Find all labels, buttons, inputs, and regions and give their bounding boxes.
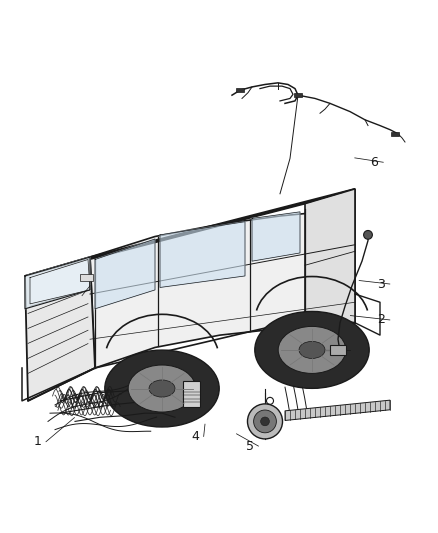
Polygon shape xyxy=(252,212,300,261)
Ellipse shape xyxy=(149,380,175,397)
Text: 3: 3 xyxy=(377,278,385,290)
Polygon shape xyxy=(285,400,390,421)
Ellipse shape xyxy=(299,341,325,359)
Polygon shape xyxy=(30,260,90,304)
Bar xyxy=(330,345,346,355)
Ellipse shape xyxy=(278,326,346,374)
Polygon shape xyxy=(90,189,355,368)
Bar xyxy=(80,274,93,281)
Polygon shape xyxy=(95,239,155,309)
Bar xyxy=(392,132,399,136)
Bar xyxy=(237,88,244,92)
Bar xyxy=(294,93,301,98)
Polygon shape xyxy=(25,257,90,309)
Ellipse shape xyxy=(255,311,369,389)
Text: 1: 1 xyxy=(33,435,41,448)
Circle shape xyxy=(364,230,372,239)
Circle shape xyxy=(261,417,269,426)
Circle shape xyxy=(247,404,283,439)
Bar xyxy=(183,381,200,407)
Text: 4: 4 xyxy=(191,430,199,443)
Text: 2: 2 xyxy=(377,313,385,326)
Polygon shape xyxy=(25,257,95,401)
Polygon shape xyxy=(305,189,355,323)
Text: 5: 5 xyxy=(246,440,254,453)
Ellipse shape xyxy=(105,350,219,427)
Polygon shape xyxy=(160,222,245,287)
Text: 6: 6 xyxy=(371,156,378,169)
Circle shape xyxy=(254,410,276,433)
Ellipse shape xyxy=(128,365,196,412)
Polygon shape xyxy=(25,189,355,276)
